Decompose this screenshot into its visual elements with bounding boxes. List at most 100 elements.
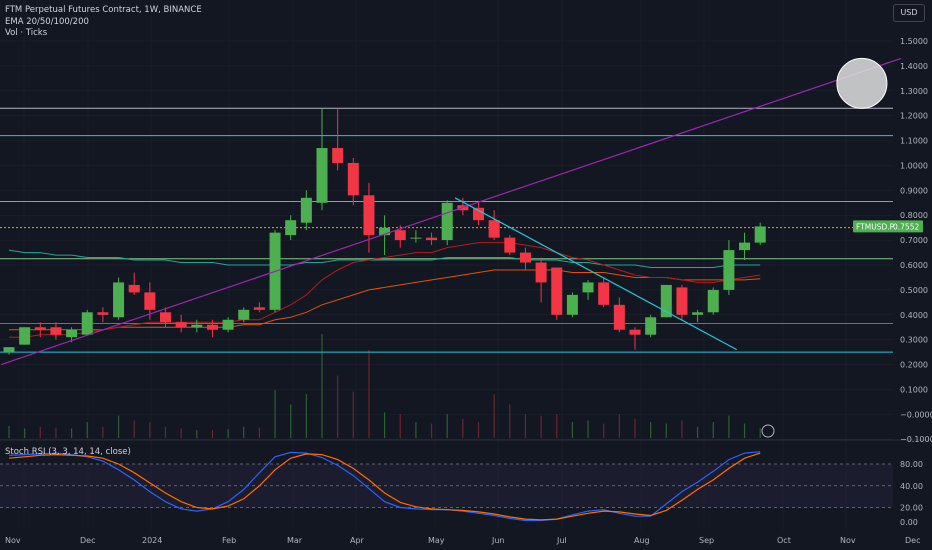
horizontal-levels	[0, 107, 893, 353]
time-tick-label: Dec	[905, 536, 920, 545]
price-badge-symbol: FTMUSD.P	[856, 222, 895, 231]
volume-bar	[196, 430, 198, 438]
volume-bar	[102, 426, 104, 438]
volume-bar	[258, 427, 260, 438]
alert-icon	[761, 424, 775, 438]
volume-bar	[211, 430, 214, 438]
stoch-rsi-label[interactable]: Stoch RSI (3, 3, 14, 14, close)	[5, 447, 131, 457]
stoch-d-line	[8, 452, 761, 521]
price-tick-label: 1.4000	[900, 62, 928, 71]
candle-body	[316, 148, 328, 203]
volume-bar	[587, 420, 589, 438]
candle-body	[551, 267, 563, 315]
candle-body	[363, 195, 375, 236]
candle-body	[19, 327, 31, 345]
candle-body	[504, 237, 516, 253]
candle-body	[238, 309, 250, 320]
volume-bar	[556, 414, 558, 438]
candle-body	[81, 312, 93, 335]
volume-bar	[509, 404, 511, 438]
time-tick-label: Oct	[777, 536, 791, 545]
candle-body	[410, 237, 422, 239]
candle-body	[379, 227, 391, 236]
time-tick-label: Mar	[287, 536, 303, 545]
volume-indicator-label[interactable]: Vol · Ticks	[5, 28, 48, 38]
candle-body	[50, 327, 62, 335]
candle-body	[66, 329, 78, 338]
ema-50-line	[9, 269, 761, 331]
currency-button[interactable]: USD	[893, 4, 925, 22]
price-tick-label: 0.2000	[900, 361, 928, 370]
price-tick-label: 0.8000	[900, 211, 928, 220]
highlight-circle	[836, 57, 888, 109]
candle-body	[723, 250, 735, 290]
volume-bar	[477, 422, 480, 438]
candle-body	[191, 324, 203, 328]
volume-bar	[415, 422, 417, 438]
volume-bar	[227, 429, 229, 438]
candle-body	[394, 230, 406, 241]
candle-body	[598, 282, 610, 305]
price-tick-label: 0.3000	[900, 336, 928, 345]
volume-bar	[133, 420, 135, 438]
trend-line	[0, 57, 902, 366]
rsi-tick-label: 20.00	[900, 504, 923, 513]
volume-bar	[180, 428, 182, 438]
volume-bar	[446, 414, 448, 438]
price-tick-label: 1.5000	[900, 37, 928, 46]
time-tick-label: Dec	[80, 536, 95, 545]
candle-body	[629, 329, 641, 335]
axes: 1.5000 1.4000 1.3000 1.2000 1.1000 1.0000 0.90…	[5, 37, 932, 545]
volume-bar	[290, 404, 292, 438]
volume-bar	[618, 414, 620, 438]
volume-bar	[305, 394, 307, 438]
price-tick-label: 1.3000	[900, 87, 928, 96]
volume-bar	[384, 412, 386, 438]
candle-body	[535, 262, 547, 283]
price-tick-label: 0.7000	[900, 236, 928, 245]
time-tick-label: Feb	[222, 536, 236, 545]
ema-100-line	[8, 249, 761, 268]
candle-body	[707, 289, 719, 313]
candle-body	[566, 294, 578, 315]
ema-20-line	[9, 242, 761, 338]
price-tick-label: 1.1000	[900, 137, 928, 146]
volume-bar	[540, 415, 542, 438]
time-tick-label: Nov	[840, 536, 856, 545]
candle-body	[739, 242, 751, 251]
volume-bar	[728, 415, 730, 438]
time-tick-label: Aug	[634, 536, 650, 545]
volume-bar	[571, 422, 573, 438]
candle-body	[300, 197, 312, 223]
candle-body	[175, 322, 187, 328]
candle-body	[754, 226, 766, 243]
volume-bar	[352, 391, 354, 438]
candle-body	[285, 220, 297, 236]
volume-bar	[665, 423, 667, 438]
volume-bar	[164, 426, 167, 438]
candle-body	[332, 148, 344, 163]
candle-body	[222, 319, 234, 330]
rsi-tick-label: 80.00	[900, 460, 923, 469]
time-tick-label: Jun	[491, 536, 505, 545]
volume-bar	[524, 414, 527, 438]
candle-body	[128, 284, 140, 293]
ema-indicator-label[interactable]: EMA 20/50/100/200	[5, 16, 89, 27]
rsi-tick-label: 40.00	[900, 482, 923, 491]
candles	[3, 108, 766, 355]
volume-bar	[24, 428, 26, 438]
volume-bar	[8, 426, 10, 438]
candle-body	[613, 304, 625, 330]
volume-bar	[759, 428, 761, 438]
trend-lines: FTMUSD.P0.7552	[0, 57, 923, 366]
candle-body	[473, 207, 484, 221]
candle-body	[3, 347, 15, 353]
time-tick-label: Apr	[350, 536, 365, 545]
candle-body	[34, 327, 46, 330]
volume-bar	[603, 423, 605, 438]
price-tick-label: 0.4000	[900, 311, 928, 320]
trend-line	[454, 197, 738, 351]
candle-body	[660, 284, 672, 318]
volume-bar	[681, 420, 683, 438]
